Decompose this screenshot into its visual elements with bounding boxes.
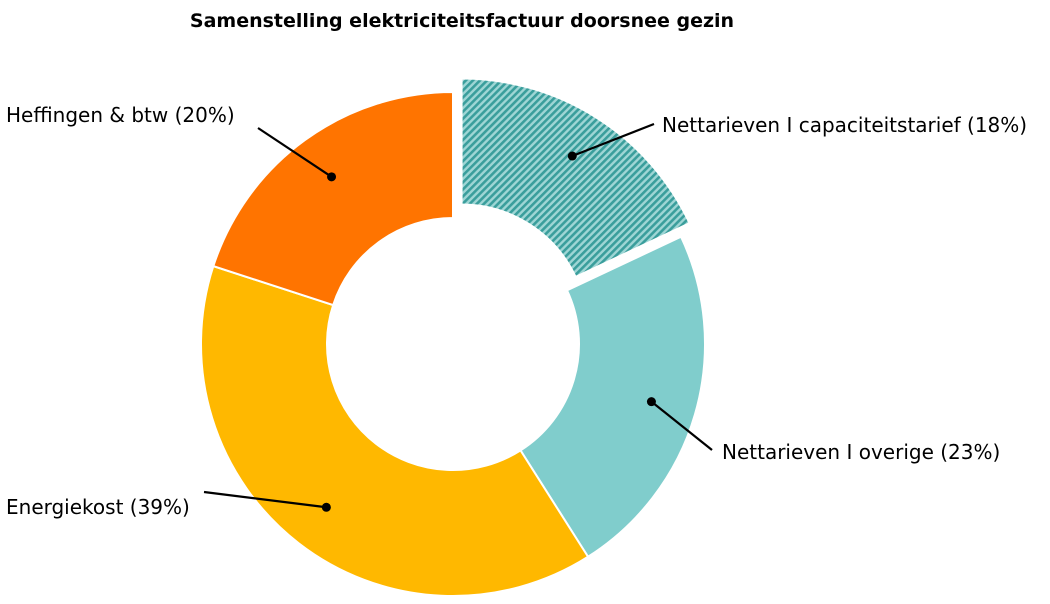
data-label-3: Energiekost (39%): [6, 495, 190, 519]
leader-line-3: [203, 490, 327, 509]
data-label-2: Nettarieven I overige (23%): [722, 440, 1000, 464]
data-label-1: Nettarieven I capaciteitstarief (18%): [662, 113, 1027, 137]
chart-title: Samenstelling elektriciteitsfactuur door…: [190, 10, 734, 32]
slice-nettarieven-i-capaciteitstarief: [460, 77, 691, 279]
leader-line-2: [650, 400, 713, 451]
leader-dot-4: [327, 172, 337, 182]
leader-dot-2: [646, 397, 656, 407]
slice-heffingen-btw: [212, 90, 454, 307]
leader-dot-3: [321, 502, 331, 512]
slice-energiekost: [200, 264, 590, 597]
leader-line-4: [257, 127, 333, 178]
data-label-4: Heffingen & btw (20%): [6, 103, 235, 127]
labels-group: Nettarieven I capaciteitstarief (18%) Net…: [6, 103, 1027, 519]
slice-nettarieven-i-overige: [519, 235, 706, 559]
leader-line-1: [571, 122, 655, 158]
slices-group: [200, 77, 706, 597]
leader-lines-group: [203, 122, 713, 512]
leader-dot-1: [567, 151, 577, 161]
